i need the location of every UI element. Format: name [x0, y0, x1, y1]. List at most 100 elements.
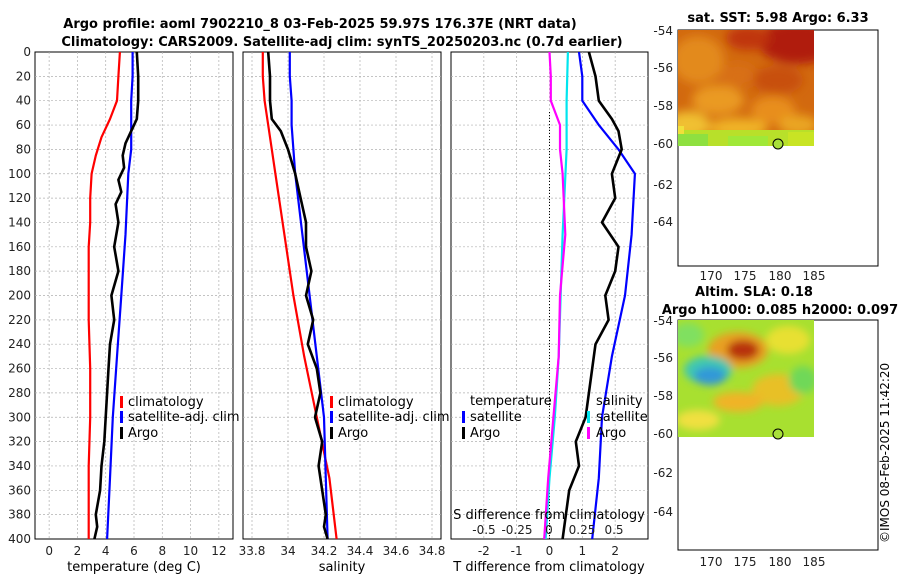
series-layer — [87, 52, 637, 539]
s-tick: -0.25 — [501, 523, 532, 537]
sst-map-yticks: -54 -56 -58 -60 -62 -64 — [653, 24, 673, 229]
x-tick-label: 34.8 — [419, 544, 446, 558]
x-tick-label: -1 — [511, 544, 523, 558]
series-line-argo — [266, 52, 329, 539]
sla-map-image — [678, 320, 814, 437]
legend-label: satellite-adj. clim — [338, 410, 450, 425]
difference-legend: temperature satellite Argo salinity sate… — [462, 394, 648, 441]
map-tick: -64 — [653, 215, 673, 229]
map-tick: 170 — [700, 555, 723, 569]
x-tick-label: 12 — [211, 544, 226, 558]
map-tick: 185 — [803, 555, 826, 569]
s-tick: 0.25 — [569, 523, 596, 537]
temperature-legend: climatology satellite-adj. clim Argo — [120, 395, 240, 441]
map-tick: 175 — [734, 555, 757, 569]
depth-tick-label: 140 — [8, 215, 31, 229]
legend-label: climatology — [128, 395, 204, 410]
legend-label: satellite — [470, 410, 522, 425]
map-tick: -62 — [653, 466, 673, 480]
map-tick: -56 — [653, 351, 673, 365]
temperature-xlabel: temperature (deg C) — [67, 560, 201, 575]
legend-heading-temperature: temperature — [470, 394, 552, 409]
depth-tick-label: 20 — [16, 69, 31, 83]
depth-tick-label: 220 — [8, 313, 31, 327]
sst-map-image — [678, 30, 814, 146]
x-tick-label: 34.2 — [311, 544, 338, 558]
sla-map-xticks: 170 175 180 185 — [700, 555, 826, 569]
depth-tick-label: 320 — [8, 435, 31, 449]
title-line-2: Climatology: CARS2009. Satellite-adj cli… — [61, 35, 622, 50]
legend-swatch-satellite — [330, 411, 333, 423]
depth-tick-label: 160 — [8, 240, 31, 254]
x-tick-label: 2 — [611, 544, 619, 558]
x-tick-label: 10 — [183, 544, 198, 558]
legend-swatch-satellite — [462, 411, 465, 423]
depth-tick-label: 0 — [23, 45, 31, 59]
legend-swatch-s-satellite — [587, 411, 590, 423]
depth-tick-label: 260 — [8, 362, 31, 376]
depth-tick-label: 360 — [8, 483, 31, 497]
depth-tick-label: 40 — [16, 94, 31, 108]
legend-swatch-climatology — [120, 396, 123, 408]
s-difference-label: S difference from climatology — [453, 508, 645, 523]
legend-swatch-argo — [462, 427, 465, 439]
depth-axis: 0 20 40 60 80 100 120 140 160 180 200 220 240 260 280 3… — [8, 45, 31, 546]
map-tick: 180 — [769, 269, 792, 283]
s-tick: -0.5 — [472, 523, 495, 537]
map-tick: 185 — [803, 269, 826, 283]
sst-map-xticks: 170 175 180 185 — [700, 269, 826, 283]
series-line-t-satellite — [577, 52, 637, 539]
depth-tick-label: 180 — [8, 264, 31, 278]
s-difference-ticks: -0.5 -0.25 0 0.25 0.5 — [472, 523, 623, 537]
series-line-climatology — [87, 52, 121, 539]
map-tick: -54 — [653, 24, 673, 38]
map-tick: 175 — [734, 269, 757, 283]
series-line-satellite-adj-clim — [106, 52, 134, 539]
difference-xlabel: T difference from climatology — [452, 560, 645, 575]
depth-tick-label: 380 — [8, 508, 31, 522]
s-tick: 0 — [545, 523, 553, 537]
map-tick: -56 — [653, 61, 673, 75]
salinity-xlabel: salinity — [319, 560, 366, 575]
series-line-t-argo — [561, 52, 624, 539]
sla-map-title-2: Argo h1000: 0.085 h2000: 0.097 — [662, 303, 898, 318]
legend-swatch-argo — [120, 427, 123, 439]
series-line-s-argo — [543, 52, 567, 539]
depth-tick-label: 60 — [16, 118, 31, 132]
x-tick-label: 2 — [74, 544, 82, 558]
legend-swatch-s-argo — [587, 427, 590, 439]
x-tick-label: 34.6 — [383, 544, 410, 558]
title-line-1: Argo profile: aoml 7902210_8 03-Feb-2025… — [63, 17, 576, 32]
map-tick: -58 — [653, 99, 673, 113]
salinity-legend: climatology satellite-adj. clim Argo — [330, 395, 450, 441]
legend-label: Argo — [338, 426, 368, 441]
x-tick-label: 6 — [130, 544, 138, 558]
series-line-satellite-adj-clim — [288, 52, 329, 539]
x-tick-labels: 0 2 4 6 8 10 12 33.8 34 34.2 34.4 34.6 34.8 -2 -1 0 1 2 — [45, 544, 619, 558]
legend-swatch-satellite — [120, 411, 123, 423]
series-line-climatology — [261, 52, 338, 539]
map-tick: 170 — [700, 269, 723, 283]
x-tick-label: 0 — [546, 544, 554, 558]
x-tick-label: -2 — [478, 544, 490, 558]
sla-map-title-1: Altim. SLA: 0.18 — [695, 285, 813, 300]
grid-layer — [35, 52, 648, 539]
legend-swatch-argo — [330, 427, 333, 439]
depth-tick-label: 200 — [8, 289, 31, 303]
sst-argo-marker — [772, 138, 784, 150]
depth-tick-label: 240 — [8, 337, 31, 351]
map-tick: -58 — [653, 389, 673, 403]
x-tick-label: 0 — [45, 544, 53, 558]
legend-label: climatology — [338, 395, 414, 410]
sla-argo-marker — [772, 428, 784, 440]
legend-swatch-climatology — [330, 396, 333, 408]
map-tick: -64 — [653, 505, 673, 519]
map-tick: 180 — [769, 555, 792, 569]
sst-map-title: sat. SST: 5.98 Argo: 6.33 — [687, 11, 868, 26]
x-tick-label: 8 — [158, 544, 166, 558]
series-line-argo — [93, 52, 140, 539]
map-tick: -60 — [653, 137, 673, 151]
depth-tick-label: 340 — [8, 459, 31, 473]
x-tick-label: 34 — [280, 544, 295, 558]
legend-label: satellite-adj. clim — [128, 410, 240, 425]
